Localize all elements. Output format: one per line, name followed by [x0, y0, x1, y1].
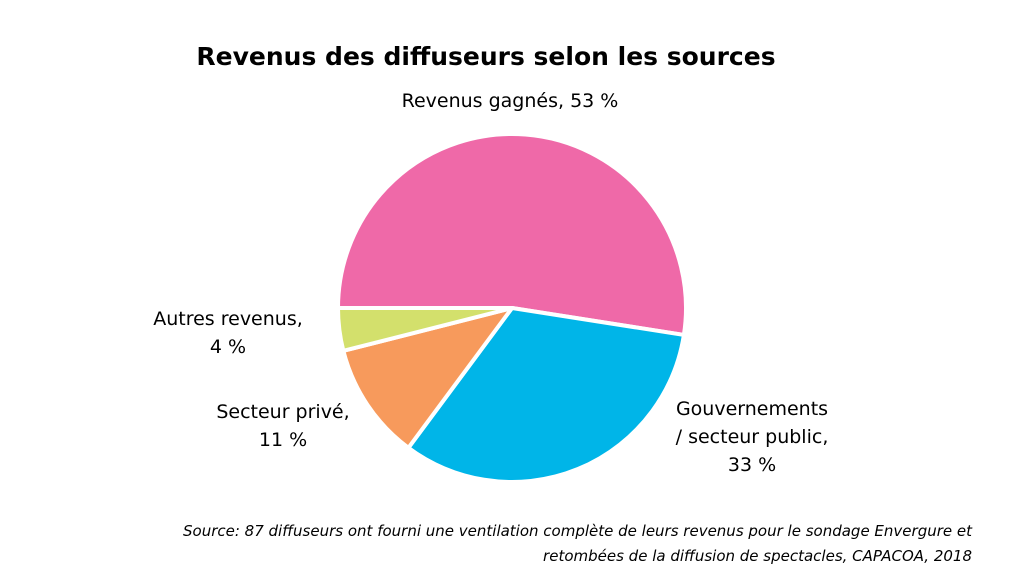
value-label: 11 %: [258, 429, 308, 451]
value-label: 33 %: [727, 454, 777, 476]
source-note: Source: 87 diffuseurs ont fourni une ven…: [183, 522, 972, 565]
slice-label: Revenus gagnés, 53 %: [300, 87, 720, 115]
pie-slice: [336, 132, 688, 337]
category-label: Gouvernements / secteur public,: [675, 398, 829, 448]
chart-title: Revenus des diffuseurs selon les sources: [196, 42, 776, 71]
value-label: 53 %: [570, 90, 619, 112]
slice-label: Secteur privé, 11 %: [183, 398, 383, 454]
value-label: 4 %: [209, 336, 247, 358]
pie-slice: [336, 306, 514, 353]
slice-label: Gouvernements / secteur public, 33 %: [642, 395, 862, 479]
pie-slice: [341, 306, 514, 450]
pie-slice: [406, 306, 686, 484]
category-label: Autres revenus,: [153, 308, 303, 330]
slice-label: Autres revenus, 4 %: [128, 305, 328, 361]
category-label: Secteur privé,: [216, 401, 350, 423]
category-label: Revenus gagnés,: [401, 90, 565, 112]
